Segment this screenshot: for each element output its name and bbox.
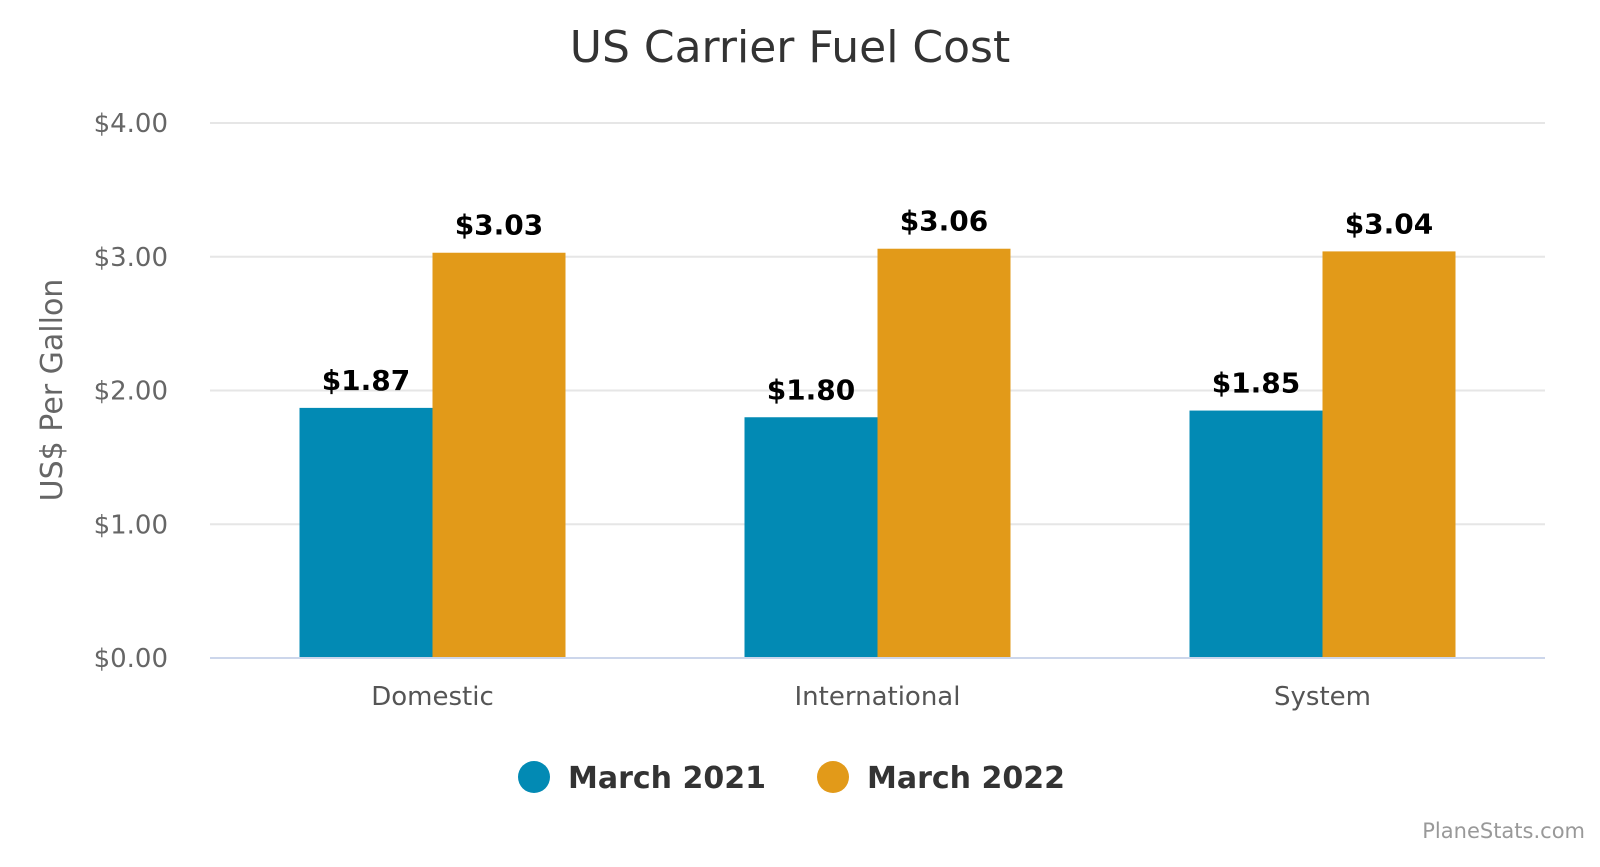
x-category-label: Domestic bbox=[371, 682, 494, 712]
bar-international-march-2022[interactable] bbox=[877, 248, 1011, 658]
legend-marker bbox=[817, 761, 849, 793]
data-label: $3.03 bbox=[455, 209, 544, 242]
legend-item-march-2021[interactable]: March 2021 bbox=[518, 761, 766, 796]
y-tick-label: $4.00 bbox=[94, 109, 168, 139]
data-label: $1.85 bbox=[1212, 367, 1301, 400]
x-category-label: International bbox=[795, 682, 961, 712]
bar-international-march-2021[interactable] bbox=[744, 417, 878, 658]
bars bbox=[299, 248, 1456, 659]
data-label: $3.04 bbox=[1345, 207, 1434, 240]
y-tick-label: $3.00 bbox=[94, 243, 168, 273]
x-category-label: System bbox=[1274, 682, 1371, 712]
chart-title: US Carrier Fuel Cost bbox=[570, 22, 1010, 73]
bar-domestic-march-2021[interactable] bbox=[299, 407, 433, 658]
data-label: $1.87 bbox=[322, 364, 411, 397]
bar-system-march-2021[interactable] bbox=[1189, 410, 1323, 658]
data-label: $3.06 bbox=[900, 205, 989, 238]
y-tick-label: $1.00 bbox=[94, 510, 168, 540]
y-tick-label: $0.00 bbox=[94, 644, 168, 674]
data-labels: $1.87 $3.03 $1.80 $3.06 $1.85 $3.04 bbox=[322, 205, 1434, 407]
legend[interactable]: March 2021 March 2022 bbox=[518, 761, 1065, 796]
bar-domestic-march-2022[interactable] bbox=[432, 252, 566, 659]
bar-system-march-2022[interactable] bbox=[1322, 251, 1456, 658]
legend-label: March 2022 bbox=[867, 761, 1065, 796]
credit-text[interactable]: PlaneStats.com bbox=[1422, 819, 1585, 843]
y-axis-label: US$ Per Gallon bbox=[35, 279, 70, 502]
legend-item-march-2022[interactable]: March 2022 bbox=[817, 761, 1065, 796]
legend-label: March 2021 bbox=[568, 761, 766, 796]
legend-marker bbox=[518, 761, 550, 793]
y-tick-label: $2.00 bbox=[94, 377, 168, 407]
data-label: $1.80 bbox=[767, 373, 856, 406]
x-axis-categories: Domestic International System bbox=[371, 682, 1371, 712]
y-axis-ticks: $0.00 $1.00 $2.00 $3.00 $4.00 bbox=[94, 109, 168, 674]
